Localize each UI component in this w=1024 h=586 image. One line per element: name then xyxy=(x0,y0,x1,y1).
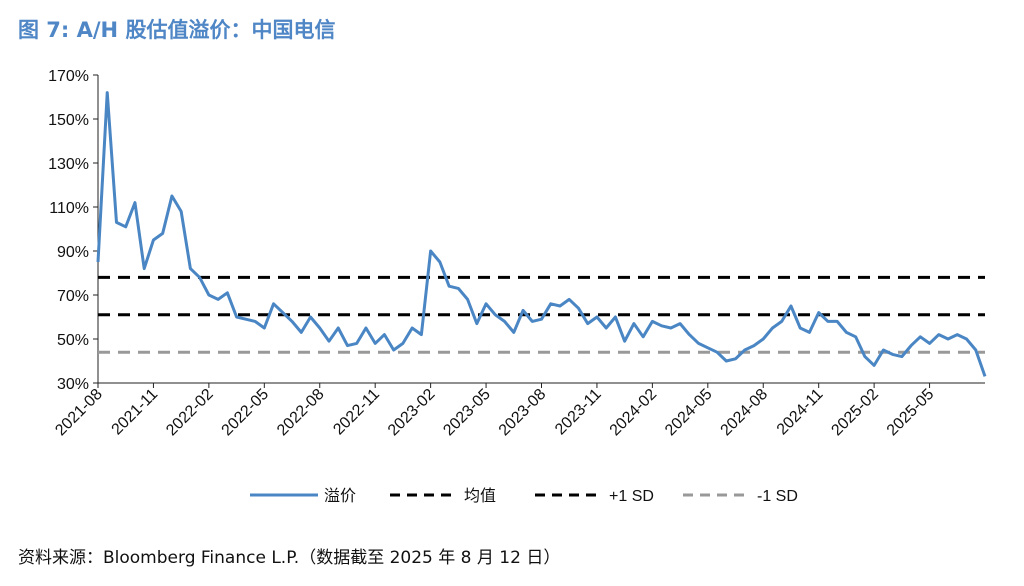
legend-label: -1 SD xyxy=(757,488,798,505)
legend-label: 均值 xyxy=(464,487,496,505)
reference-lines xyxy=(98,275,985,354)
y-tick-label: 110% xyxy=(49,200,89,217)
y-tick-label: 130% xyxy=(48,156,89,173)
series-line xyxy=(96,91,987,377)
x-tick-label: 2024-02 xyxy=(607,386,661,440)
x-tick-label: 2021-08 xyxy=(52,386,106,440)
x-tick-label: 2023-05 xyxy=(440,386,494,440)
y-tick-label: 50% xyxy=(57,332,89,349)
y-tick-label: 30% xyxy=(57,376,89,393)
legend: 溢价 均值 +1 SD -1 SD xyxy=(250,487,798,505)
legend-label: +1 SD xyxy=(609,488,654,505)
y-tick-label: 90% xyxy=(57,244,89,261)
chart-title: 图 7: A/H 股估值溢价：中国电信 xyxy=(18,18,336,42)
x-tick-label: 2022-11 xyxy=(330,386,383,439)
y-tick-label: 170% xyxy=(48,68,89,85)
legend-label: 溢价 xyxy=(324,487,356,505)
x-tick-label: 2025-05 xyxy=(884,386,938,440)
x-tick-label: 2024-05 xyxy=(662,386,716,440)
x-tick-label: 2021-11 xyxy=(109,386,162,439)
x-tick-label: 2022-08 xyxy=(274,386,328,440)
series-layer xyxy=(96,91,987,377)
x-tick-label: 2023-11 xyxy=(552,386,605,439)
x-tick-label: 2022-05 xyxy=(219,386,273,440)
x-tick-label: 2022-02 xyxy=(163,386,217,440)
y-tick-label: 70% xyxy=(57,288,89,305)
y-tick-label: 150% xyxy=(48,112,89,129)
x-tick-label: 2024-11 xyxy=(774,386,827,439)
x-tick-label: 2023-08 xyxy=(496,386,550,440)
source-note: 资料来源：Bloomberg Finance L.P.（数据截至 2025 年 … xyxy=(18,548,561,568)
x-tick-label: 2024-08 xyxy=(718,386,772,440)
x-tick-label: 2025-02 xyxy=(828,386,882,440)
x-tick-label: 2023-02 xyxy=(385,386,439,440)
